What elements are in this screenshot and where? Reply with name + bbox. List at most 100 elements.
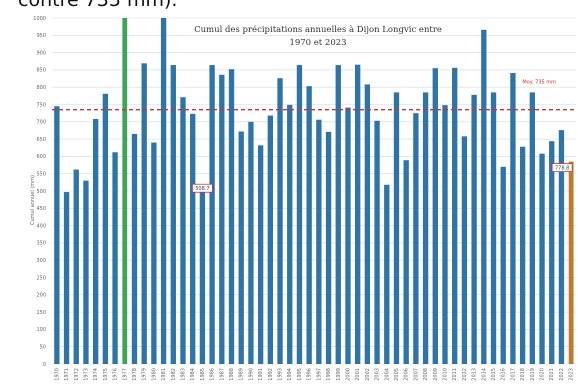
bar-2008 [422, 92, 429, 364]
x-tick-label: 2016 [501, 368, 507, 381]
bar-2016 [500, 166, 506, 364]
y-tick-label: 900 [36, 50, 46, 56]
x-tick-label: 1988 [229, 368, 235, 381]
annotation-text: 778.8 [555, 166, 569, 172]
bar-2019 [529, 92, 536, 364]
x-tick-label: 2023 [569, 368, 575, 381]
bar-2001 [354, 64, 361, 365]
chart-title-line-1: Cumul des précipitations annuelles à Dij… [194, 24, 442, 35]
x-tick-label: 1997 [316, 368, 322, 381]
bar-2013 [471, 94, 477, 364]
mean-line-label: Moy. 735 mm [522, 80, 556, 86]
annotation-box [192, 183, 213, 193]
x-tick-label: 1998 [326, 368, 332, 381]
bar-2021 [549, 141, 555, 364]
x-tick-label: 1979 [142, 368, 148, 381]
bar-1976 [112, 152, 118, 364]
bar-2014 [481, 29, 487, 364]
annotation-1985: 508.7 [192, 183, 213, 193]
bar-2023 [568, 161, 574, 364]
x-tick-label: 1985 [200, 368, 206, 381]
bar-1993 [277, 78, 283, 364]
x-tick-label: 2010 [443, 368, 449, 381]
x-tick-label: 2009 [433, 368, 439, 381]
x-tick-label: 1973 [83, 368, 89, 381]
x-tick-label: 2017 [510, 368, 516, 381]
bar-1988 [228, 69, 235, 364]
y-tick-label: 300 [36, 258, 46, 264]
y-tick-label: 550 [36, 172, 46, 178]
x-tick-label: 2005 [394, 368, 400, 381]
x-tick-label: 2021 [549, 368, 555, 381]
caption-fragment: contre 735 mm). [18, 0, 178, 11]
bar-1987 [219, 74, 225, 364]
y-tick-label: 200 [36, 293, 46, 299]
y-tick-label: 700 [36, 120, 46, 126]
x-tick-label: 2002 [365, 368, 371, 381]
y-tick-label: 950 [36, 33, 46, 39]
x-tick-label: 1992 [268, 368, 274, 381]
bar-1991 [257, 145, 264, 364]
x-tick-label: 2008 [423, 368, 429, 381]
y-tick-label: 250 [36, 275, 46, 281]
bar-1986 [209, 65, 215, 364]
bar-1997 [316, 119, 322, 364]
bar-1989 [238, 131, 244, 364]
x-tick-label: 1987 [219, 368, 225, 381]
bar-2017 [510, 73, 516, 364]
x-tick-label: 1978 [132, 368, 138, 381]
x-tick-label: 1994 [287, 368, 293, 381]
bar-2007 [413, 113, 419, 365]
bar-1970 [54, 106, 60, 364]
x-tick-label: 1981 [161, 368, 167, 381]
annotation-2023: 778.8 [551, 163, 573, 172]
bar-1972 [73, 169, 79, 364]
y-tick-label: 600 [36, 154, 46, 160]
bar-1999 [335, 65, 341, 364]
x-tick-label: 1993 [278, 368, 284, 381]
bar-2006 [403, 160, 409, 364]
bar-2015 [490, 92, 497, 364]
y-axis-label: Cumul annuel (mm) [30, 175, 36, 225]
x-tick-label: 2018 [520, 368, 526, 381]
x-tick-label: 1991 [258, 368, 264, 381]
bar-1981 [160, 18, 167, 364]
x-tick-label: 2020 [540, 368, 546, 381]
bar-2004 [384, 184, 390, 364]
y-tick-label: 100 [36, 327, 46, 333]
x-tick-label: 2013 [472, 368, 478, 381]
bar-1980 [151, 142, 157, 364]
y-tick-label: 450 [36, 206, 46, 212]
x-tick-label: 1990 [248, 368, 254, 381]
bar-2000 [345, 107, 351, 364]
x-tick-label: 2011 [452, 368, 458, 381]
bar-2022 [558, 130, 565, 364]
x-tick-label: 2001 [355, 368, 361, 381]
bar-1994 [287, 104, 293, 364]
x-tick-label: 2004 [384, 368, 390, 381]
y-tick-label: 150 [36, 310, 46, 316]
x-tick-label: 1984 [190, 368, 196, 381]
x-tick-label: 1975 [103, 368, 109, 381]
bar-1982 [170, 65, 176, 364]
grid-lines [52, 17, 576, 365]
bar-1978 [131, 133, 138, 364]
y-tick-label: 750 [36, 102, 46, 108]
bar-1974 [92, 119, 99, 364]
bar-1977 [122, 18, 128, 364]
x-tick-label: 2006 [404, 368, 410, 381]
y-tick-label: 800 [36, 85, 46, 91]
bar-2003 [374, 120, 380, 365]
x-tick-label: 2019 [530, 368, 536, 381]
bar-2010 [442, 105, 448, 364]
x-tick-label: 1970 [54, 368, 60, 381]
x-tick-label: 2003 [375, 368, 381, 381]
x-tick-label: 1989 [239, 368, 245, 381]
bar-1998 [325, 131, 332, 364]
x-tick-label: 2014 [481, 368, 487, 381]
y-tick-label: 0 [43, 362, 46, 368]
y-tick-label: 50 [40, 345, 46, 351]
y-tick-label: 500 [36, 189, 46, 195]
x-tick-label: 1971 [64, 368, 70, 381]
x-tick-label: 2000 [345, 368, 351, 381]
